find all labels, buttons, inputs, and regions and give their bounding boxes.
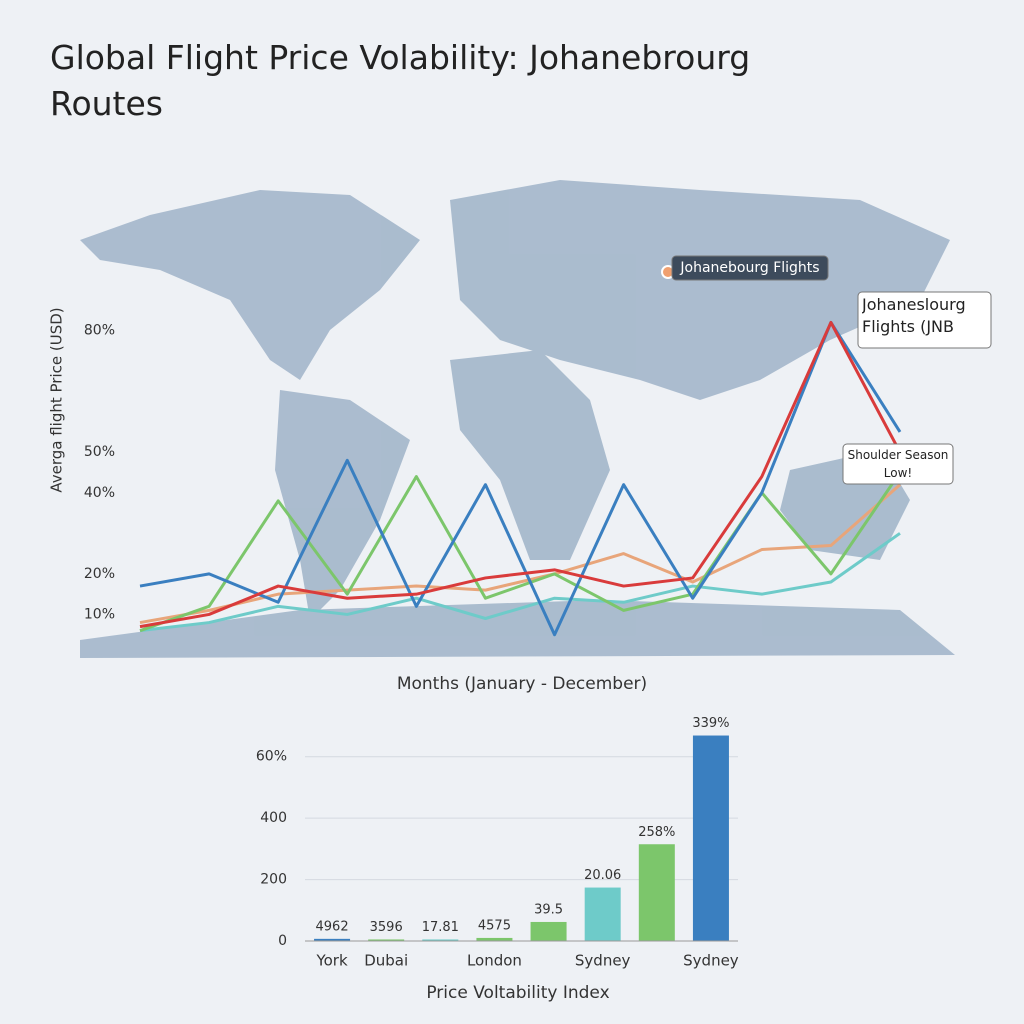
bar <box>530 921 567 941</box>
map-north-america <box>80 190 420 380</box>
annotation-wrap: Shoulder Season Low! <box>847 448 949 480</box>
bar <box>638 844 675 941</box>
y-tick-label: 10% <box>84 606 115 622</box>
y-tick-label: 20% <box>84 566 115 582</box>
annotation-wrap: Johanebourg Flights <box>680 260 820 276</box>
annotation: Johanebourg Flights <box>680 260 820 276</box>
annotation: Johaneslourg Flights (JNB <box>862 295 966 336</box>
map-south-america <box>275 390 410 620</box>
value-label: 39.5 <box>534 902 563 917</box>
x-tick-label: York <box>315 952 348 970</box>
x-axis-label: Price Voltability Index <box>426 983 609 1003</box>
x-tick-label: Sydney <box>575 952 631 970</box>
world-map <box>80 180 955 658</box>
y-tick-label: 60% <box>256 749 287 765</box>
bar <box>368 939 405 941</box>
title-box: Global Flight Price Volability: Johanebr… <box>50 38 751 123</box>
value-label: 339% <box>692 716 729 731</box>
y-axis-label: Averga flight Price (USD) <box>48 307 66 492</box>
series-line <box>139 320 902 637</box>
annotation-box <box>671 255 829 281</box>
y-tick-label: 0 <box>278 933 287 949</box>
series-line <box>139 471 902 633</box>
annotation-box <box>857 291 992 349</box>
bar <box>584 887 621 941</box>
y-tick-label: 80% <box>84 323 115 339</box>
value-label: 258% <box>638 825 675 840</box>
bar <box>422 939 459 941</box>
map-antarctica <box>80 600 955 658</box>
series-line <box>139 320 902 629</box>
value-label: 4962 <box>316 919 349 934</box>
x-axis-label: Months (January - December) <box>397 674 647 694</box>
chart-title: Global Flight Price Volability: Johanebr… <box>50 38 751 123</box>
bar <box>476 937 513 941</box>
map-eurasia <box>450 180 950 400</box>
value-label: 3596 <box>370 920 403 935</box>
annotation-box <box>842 443 954 485</box>
map-africa <box>450 350 610 560</box>
series-line <box>139 532 901 633</box>
y-tick-label: 200 <box>260 872 287 888</box>
annotation: Shoulder Season Low! <box>847 448 949 480</box>
value-label: 20.06 <box>584 868 621 883</box>
x-tick-label: Dubai <box>364 952 408 970</box>
annotation-wrap: Johaneslourg Flights (JNB <box>862 295 966 336</box>
bar <box>314 938 351 941</box>
bar <box>692 735 729 941</box>
y-tick-label: 400 <box>260 810 287 826</box>
y-tick-label: 50% <box>84 444 115 460</box>
x-tick-label: Sydney <box>683 952 739 970</box>
y-tick-label: 40% <box>84 485 115 501</box>
x-tick-label: London <box>467 952 522 970</box>
value-label: 4575 <box>478 918 511 933</box>
value-label: 17.81 <box>422 920 459 935</box>
